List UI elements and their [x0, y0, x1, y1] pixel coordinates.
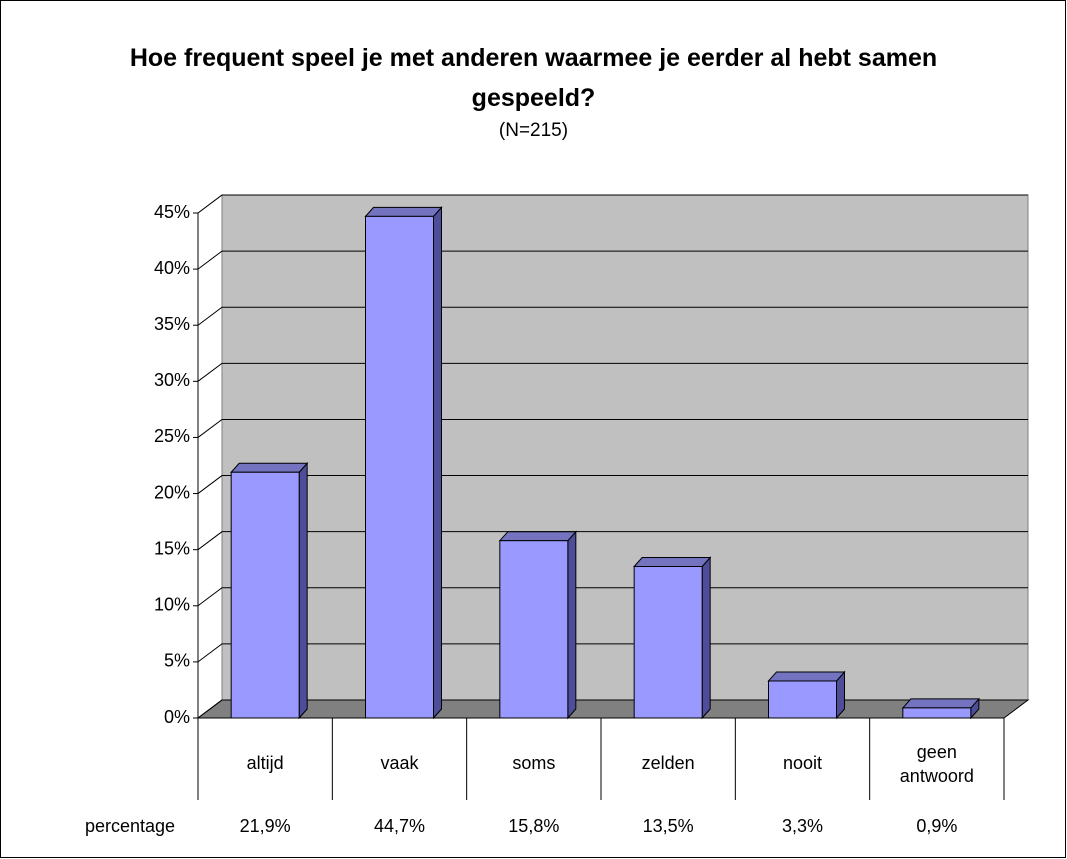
- value-label: 13,5%: [642, 816, 694, 836]
- x-tick-label: soms: [512, 753, 556, 773]
- bar: [768, 680, 837, 719]
- y-tick-label: 25%: [154, 426, 190, 446]
- grid-line: [197, 475, 1028, 494]
- bar-side: [298, 461, 308, 720]
- y-tick-label: 35%: [154, 314, 190, 334]
- y-tick-label: 40%: [154, 258, 190, 278]
- x-tick-label: zelden: [641, 753, 695, 773]
- value-label: 0,9%: [916, 816, 958, 836]
- back-wall: [221, 194, 1029, 701]
- value-label: 44,7%: [373, 816, 426, 836]
- bar-top: [633, 557, 712, 567]
- bar: [365, 215, 434, 719]
- grid-line: [197, 418, 1028, 438]
- bar-side: [567, 530, 577, 720]
- y-tick-label: 20%: [154, 482, 190, 502]
- bar-top: [901, 698, 980, 709]
- grid-line: [197, 362, 1028, 382]
- y-tick-label: 15%: [154, 538, 190, 558]
- side-wall: [197, 194, 223, 719]
- grid-line: [197, 194, 1028, 214]
- grid-line: [197, 587, 1028, 607]
- y-tick-label: 30%: [154, 370, 190, 390]
- bar: [633, 566, 703, 719]
- bar-top: [364, 206, 443, 217]
- bar-top: [230, 462, 309, 473]
- x-tick-label: altijd: [246, 753, 284, 773]
- bar: [499, 540, 569, 719]
- bar: [902, 707, 972, 719]
- value-label: 3,3%: [781, 816, 824, 836]
- grid-line: [197, 531, 1028, 551]
- x-tick-label: nooit: [782, 753, 823, 773]
- x-tick-label: geen antwoord: [899, 742, 974, 786]
- y-tick-label: 5%: [164, 651, 190, 671]
- value-label: 21,9%: [239, 816, 291, 836]
- grid-line: [197, 250, 1028, 270]
- bar: [230, 471, 300, 719]
- legend-label: percentage: [84, 816, 176, 836]
- bar-side: [433, 206, 442, 720]
- y-tick-label: 0%: [164, 707, 190, 727]
- y-tick-label: 45%: [154, 202, 190, 222]
- chart-subtitle: (N=215): [498, 120, 569, 141]
- bar-top: [498, 531, 577, 542]
- value-label: 15,8%: [508, 816, 560, 836]
- grid-line: [197, 699, 1028, 719]
- chart-title: Hoe frequent speel je met anderen waarme…: [129, 44, 938, 112]
- bar-top: [767, 671, 846, 682]
- grid-line: [197, 306, 1028, 326]
- x-tick-label: vaak: [380, 753, 419, 773]
- bar-side: [701, 556, 711, 720]
- grid-line: [197, 643, 1028, 663]
- y-tick-label: 10%: [154, 595, 190, 615]
